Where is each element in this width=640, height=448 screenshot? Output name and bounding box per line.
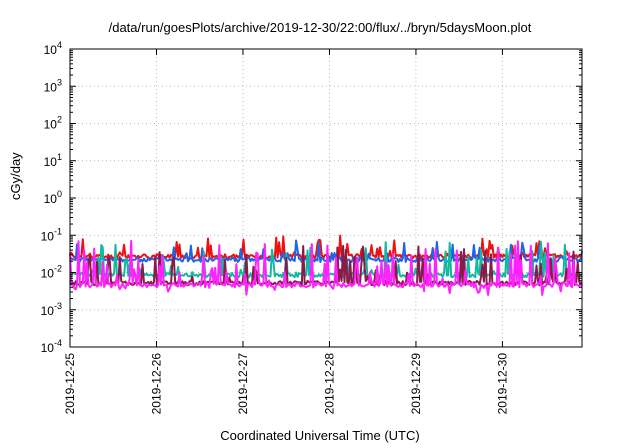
x-axis-label: Coordinated Universal Time (UTC) [220, 428, 420, 443]
x-tick-label: 2019-12-25 [63, 353, 77, 415]
y-tick-label: 102 [44, 115, 62, 132]
x-tick-label: 2019-12-27 [236, 353, 250, 415]
chart-title: /data/run/goesPlots/archive/2019-12-30/2… [108, 20, 532, 35]
y-tick-label: 104 [44, 40, 62, 57]
series-line-1 [69, 234, 583, 260]
y-tick-label: 10-4 [41, 338, 62, 355]
y-tick-label: 103 [44, 77, 62, 94]
y-tick-label: 101 [44, 152, 62, 169]
x-tick-label: 2019-12-28 [322, 353, 336, 415]
y-axis-label: cGy/day [8, 152, 23, 200]
x-tick-label: 2019-12-30 [495, 353, 509, 415]
series-line-5 [69, 239, 583, 296]
x-tick-label: 2019-12-29 [409, 353, 423, 415]
y-tick-label: 100 [44, 189, 62, 206]
x-tick-label: 2019-12-26 [149, 353, 163, 415]
y-tick-label: 10-3 [41, 301, 62, 318]
y-tick-label: 10-2 [41, 264, 62, 281]
y-tick-label: 10-1 [41, 226, 62, 243]
